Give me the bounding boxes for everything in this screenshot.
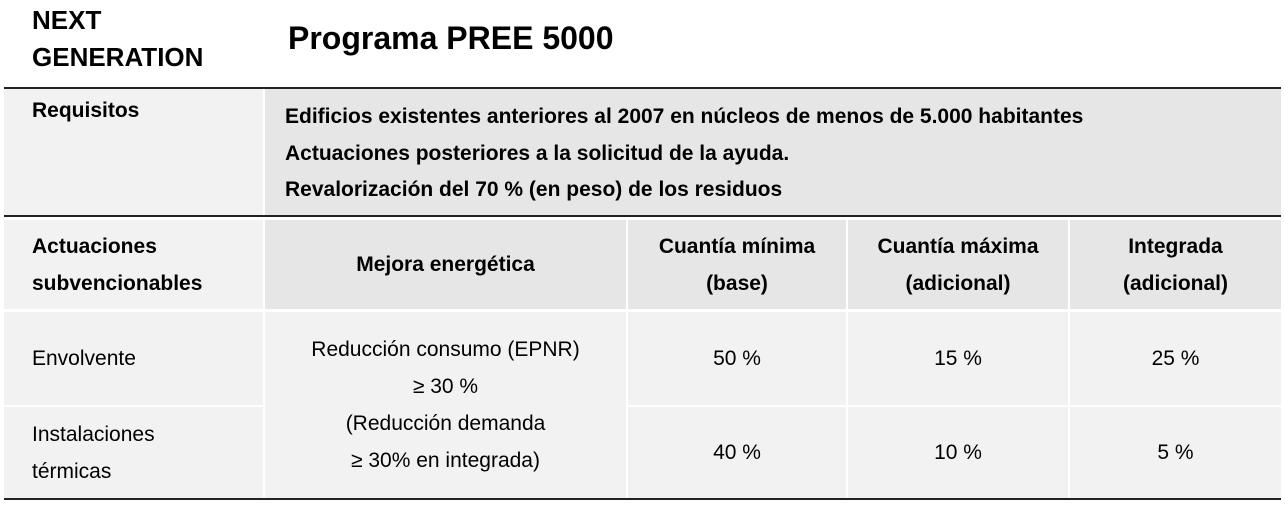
brand-next-generation: NEXT GENERATION: [32, 2, 203, 76]
top-rule: [4, 87, 1281, 89]
mejora-energetica-cell: Reducción consumo (EPNR) ≥ 30 % (Reducci…: [265, 312, 626, 498]
mejora-line: ≥ 30 %: [412, 375, 479, 398]
brand-line-2: GENERATION: [32, 42, 204, 72]
header-mejora: Mejora energética: [265, 220, 626, 309]
requisitos-label: Requisitos: [4, 89, 263, 215]
requisito-item: Revalorización del 70 % (en peso) de los…: [285, 178, 783, 201]
header-actuaciones-line: subvencionables: [32, 271, 203, 295]
brand-line-1: NEXT: [32, 5, 102, 35]
table-cell-maxima: 10 %: [848, 407, 1068, 498]
mejora-line: (Reducción demanda: [345, 412, 546, 435]
table-row-actuacion: Instalaciones térmicas: [4, 407, 263, 498]
table-cell-minima: 40 %: [628, 407, 846, 498]
bottom-rule: [4, 498, 1281, 500]
requisito-item: Edificios existentes anteriores al 2007 …: [285, 105, 1084, 128]
mejora-line: ≥ 30% en integrada): [351, 449, 540, 472]
page-title: Programa PREE 5000: [288, 20, 614, 56]
header-maxima-line: Cuantía máxima: [877, 234, 1039, 258]
header-integrada: Integrada (adicional): [1070, 220, 1281, 309]
table-cell-integrada: 5 %: [1070, 407, 1281, 498]
header-integrada-line: (adicional): [1122, 271, 1228, 295]
requisitos-list: Edificios existentes anteriores al 2007 …: [265, 89, 1281, 215]
table-cell-integrada: 25 %: [1070, 312, 1281, 405]
header-cuantia-minima: Cuantía mínima (base): [628, 220, 846, 309]
header-cuantia-maxima: Cuantía máxima (adicional): [848, 220, 1068, 309]
requisito-item: Actuaciones posteriores a la solicitud d…: [285, 141, 790, 165]
table-cell-maxima: 15 %: [848, 312, 1068, 405]
header-integrada-line: Integrada: [1128, 234, 1223, 258]
actuacion-line: Instalaciones: [32, 422, 155, 446]
header-minima-line: (base): [706, 271, 768, 295]
table-cell-minima: 50 %: [628, 312, 846, 405]
actuacion-line: térmicas: [32, 459, 112, 483]
header-maxima-line: (adicional): [905, 271, 1011, 295]
header-actuaciones-line: Actuaciones: [32, 234, 157, 258]
mid-rule: [4, 215, 1281, 217]
header-minima-line: Cuantía mínima: [658, 234, 816, 258]
mejora-line: Reducción consumo (EPNR): [311, 338, 580, 361]
header-actuaciones: Actuaciones subvencionables: [4, 220, 263, 309]
table-row-actuacion: Envolvente: [4, 312, 263, 405]
